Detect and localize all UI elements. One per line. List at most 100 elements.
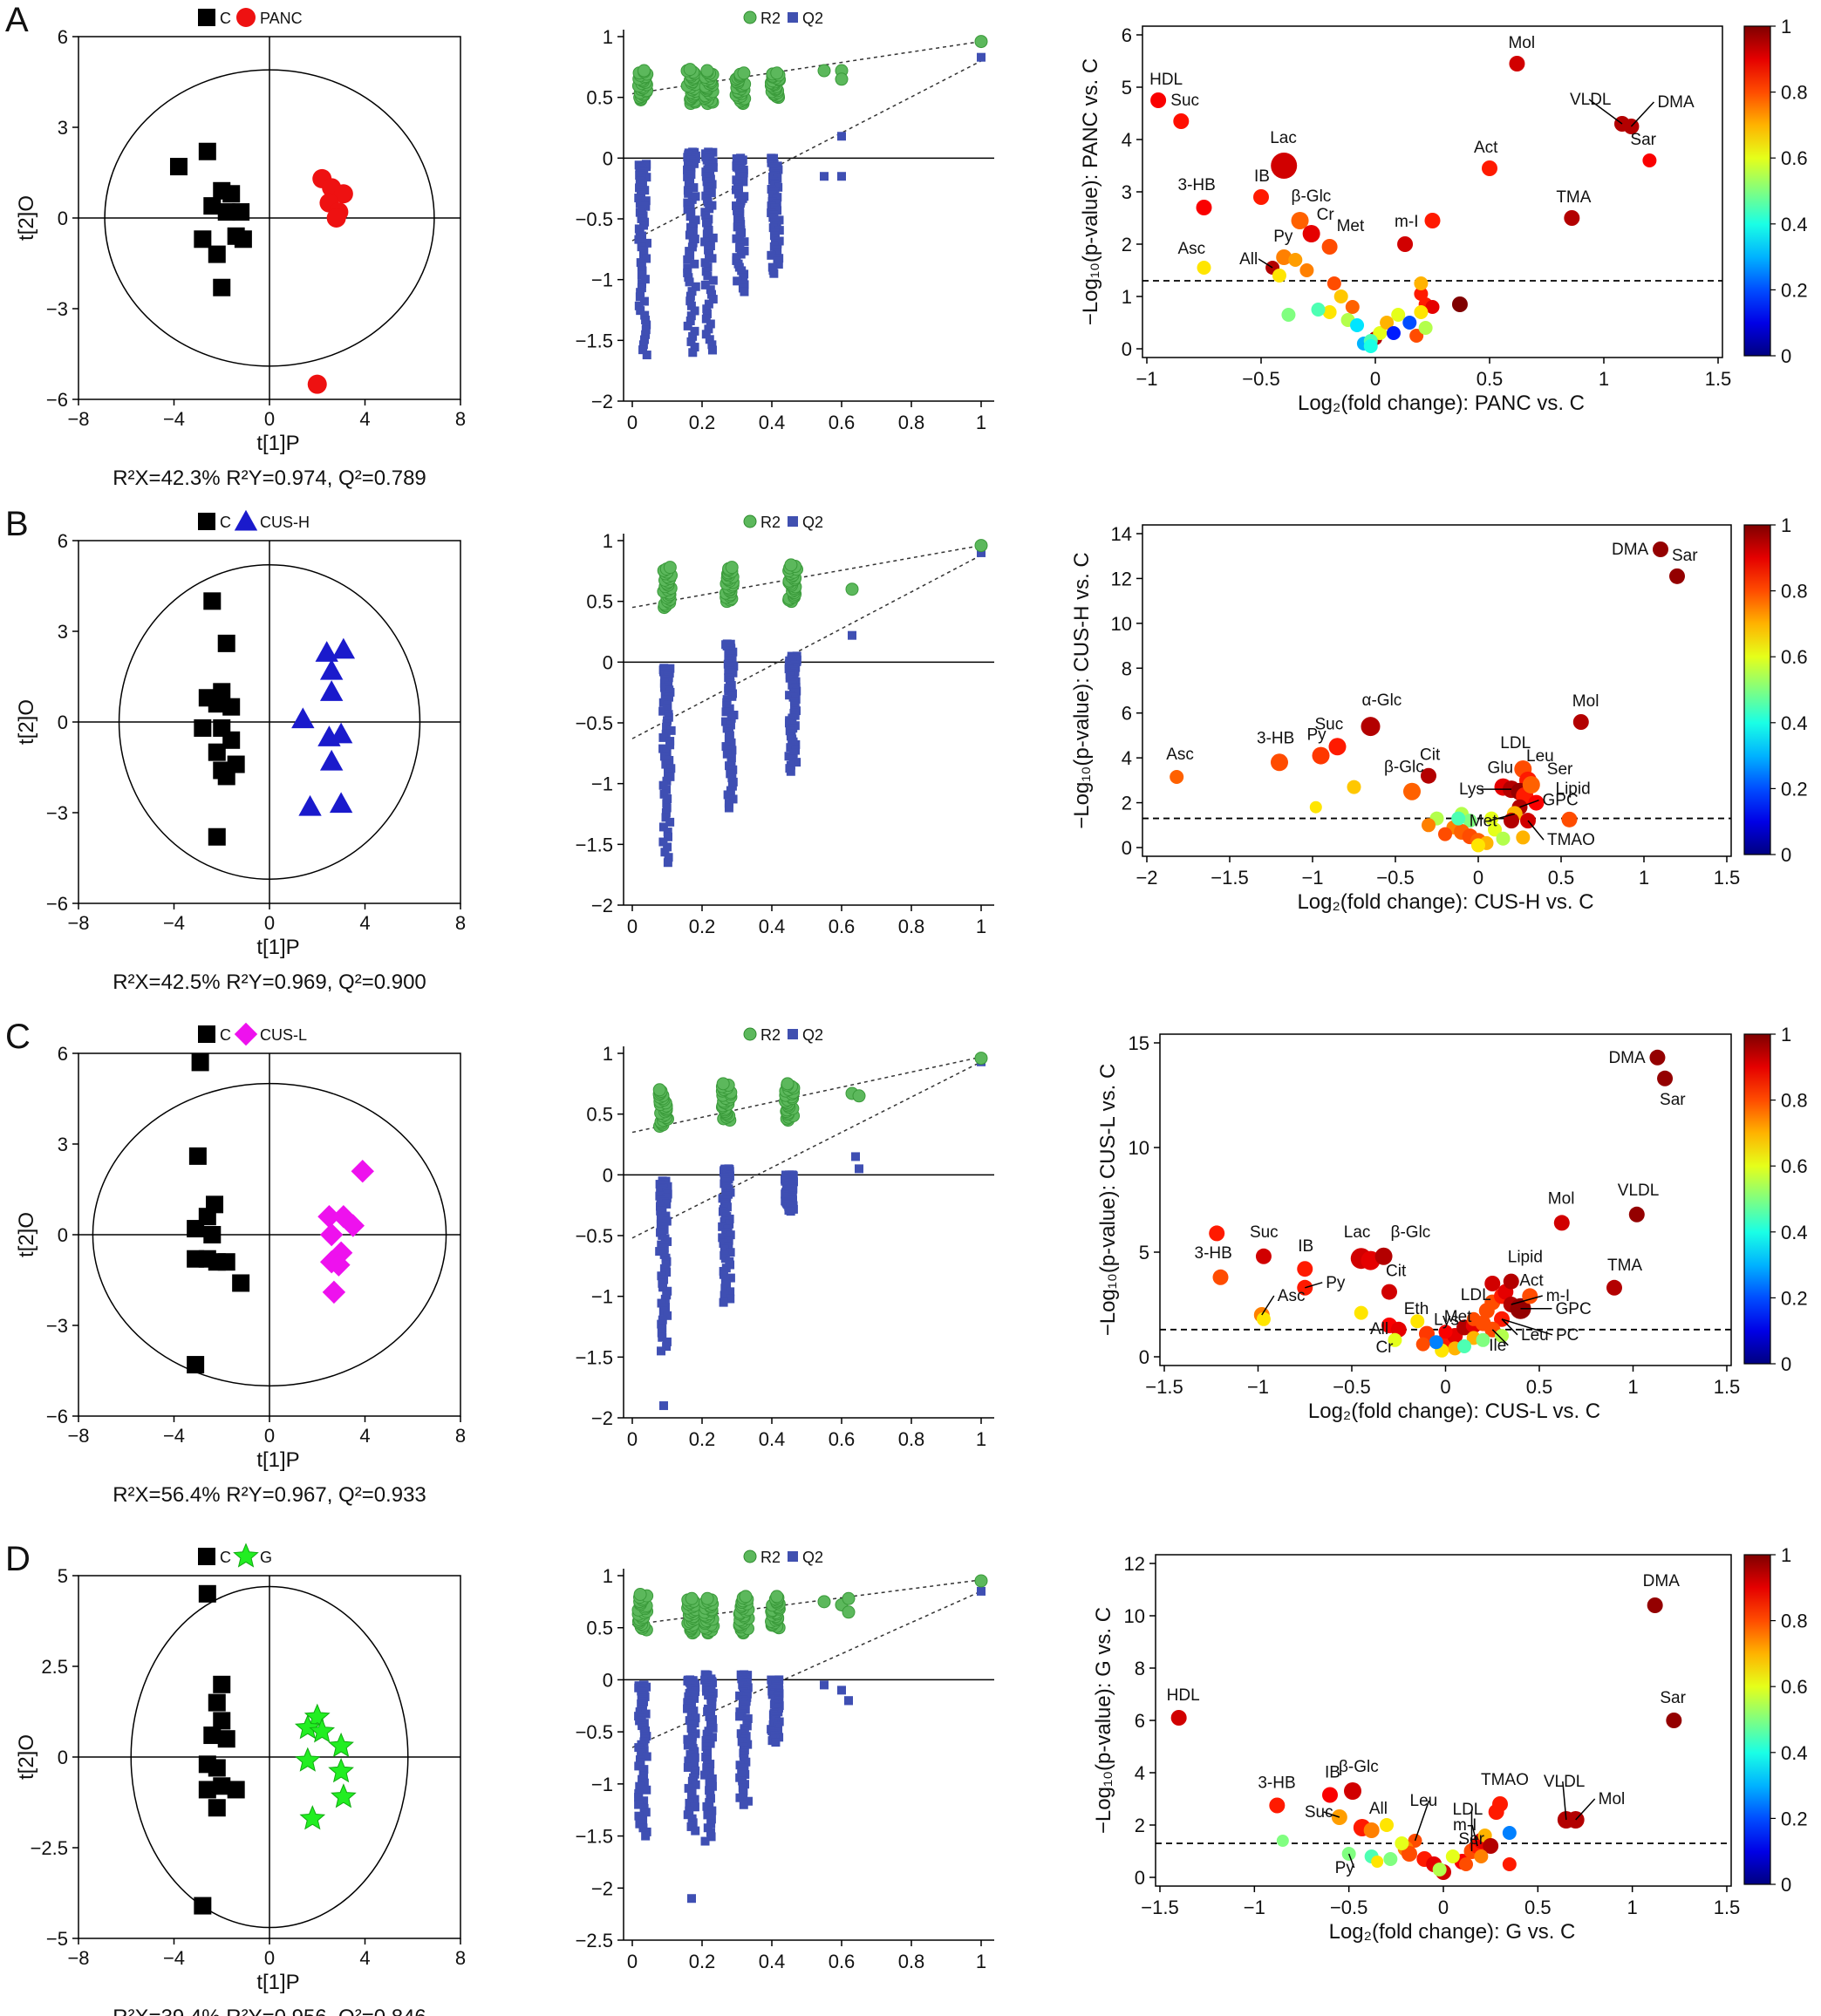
metabolite-point [1281, 308, 1296, 322]
volcano-y-tick-label: 2 [1122, 234, 1132, 255]
r2-original-point [974, 539, 988, 553]
perm-x-tick-label: 0.8 [898, 1951, 925, 1972]
perm-y-tick-label: 0 [603, 1164, 613, 1186]
metabolite-point [1642, 153, 1657, 167]
metabolite-point [1361, 717, 1381, 737]
perm-x-tick-label: 0.2 [689, 412, 716, 433]
control-point [187, 1220, 205, 1238]
q2-point [768, 223, 778, 233]
q2-point [685, 230, 694, 240]
legend-group-label: CUS-H [260, 514, 310, 531]
q2-point [639, 221, 649, 230]
q2-point [788, 1195, 797, 1205]
q2-point [726, 1294, 735, 1304]
q2-point [726, 1287, 735, 1297]
volcano-y-tick-label: 10 [1111, 613, 1132, 635]
metabolite-label: All [1369, 1800, 1388, 1818]
metabolite-point [1291, 212, 1309, 229]
metabolite-point [1504, 813, 1519, 829]
q2-point [784, 664, 794, 674]
metabolite-point [1421, 767, 1436, 784]
r2-original-point [974, 1052, 988, 1066]
metabolite-point [1333, 289, 1348, 303]
metabolite-point [1322, 1787, 1338, 1803]
colorbar-tick-label: 0 [1781, 1353, 1791, 1375]
x-tick-label: −4 [163, 912, 185, 934]
q2-point [663, 1236, 672, 1246]
metabolite-point [1424, 213, 1441, 228]
metabolite-label: Act [1474, 139, 1498, 157]
label-leader [1491, 1329, 1509, 1346]
q2-point [687, 287, 697, 296]
q2-point [661, 1211, 671, 1221]
legend-q2-label: Q2 [802, 1549, 823, 1566]
legend-control-marker [198, 1548, 215, 1565]
metabolite-point [1395, 1836, 1409, 1850]
q2-point [665, 817, 675, 827]
q2-point [771, 1738, 781, 1747]
group-point [291, 707, 315, 729]
metabolite-label: Sar [1660, 1091, 1686, 1109]
colorbar [1743, 25, 1771, 357]
control-point [187, 1356, 205, 1374]
q2-point [724, 666, 733, 676]
q2-point [664, 853, 673, 862]
q2-point [707, 345, 717, 355]
control-point [203, 1226, 222, 1243]
metabolite-label: Leu [1526, 747, 1554, 766]
q2-point [737, 1737, 747, 1747]
q2-point [855, 1164, 863, 1174]
metabolite-label: 3-HB [1178, 176, 1216, 194]
group-point [331, 637, 356, 659]
legend-control-label: C [220, 10, 231, 27]
r2-point [784, 558, 798, 572]
metabolite-point [1483, 1838, 1499, 1854]
r2-point [845, 582, 859, 596]
control-point [194, 1897, 212, 1915]
q2-point [700, 1836, 710, 1846]
y-tick-label: 0 [58, 1747, 68, 1768]
q2-point [662, 1337, 672, 1346]
q2-point [726, 738, 736, 747]
q2-point [718, 1222, 727, 1231]
metabolite-label: VLDL [1544, 1773, 1586, 1791]
q2-point [725, 1214, 734, 1223]
q2-point [703, 1823, 713, 1833]
q2-point [684, 1756, 693, 1766]
perm-y-tick-label: −1.5 [576, 834, 613, 855]
q2-point [691, 1826, 700, 1836]
q2-point [708, 276, 718, 285]
metabolite-point [1657, 1070, 1674, 1086]
q2-point [726, 1273, 735, 1283]
volcano-y-tick-label: 10 [1124, 1605, 1145, 1627]
q2-point [683, 1734, 692, 1744]
q2-point [658, 706, 668, 716]
q2-point [768, 213, 778, 222]
y-axis-label: t[2]O [15, 699, 38, 745]
label-leader [1511, 1295, 1543, 1305]
x-tick-label: −8 [67, 408, 89, 430]
metabolite-point [1522, 776, 1540, 793]
q2-point [634, 301, 644, 310]
q2-point [634, 194, 644, 203]
q2-point [727, 746, 737, 755]
q2-point [723, 790, 733, 800]
metabolite-point [1425, 300, 1440, 314]
y-tick-label: 6 [58, 26, 68, 48]
q2-point [702, 229, 712, 239]
q2-point [663, 842, 672, 852]
model-stats: R²X=42.5% R²Y=0.969, Q²=0.900 [113, 971, 426, 994]
legend-q2-marker [788, 1029, 798, 1039]
q2-point [702, 155, 712, 165]
perm-x-tick-label: 0.8 [898, 916, 925, 937]
metabolite-label: α-Glc [1362, 691, 1402, 710]
volcano-y-tick-label: 14 [1111, 523, 1132, 545]
colorbar-tick-label: 0.2 [1781, 279, 1808, 301]
hotelling-ellipse [118, 563, 421, 881]
q2-point [707, 289, 717, 299]
r2-point [716, 1077, 730, 1091]
q2-point [634, 1761, 644, 1771]
q2-point [820, 1680, 829, 1690]
panel-letter: D [5, 1540, 31, 1578]
r2-point [683, 63, 697, 77]
